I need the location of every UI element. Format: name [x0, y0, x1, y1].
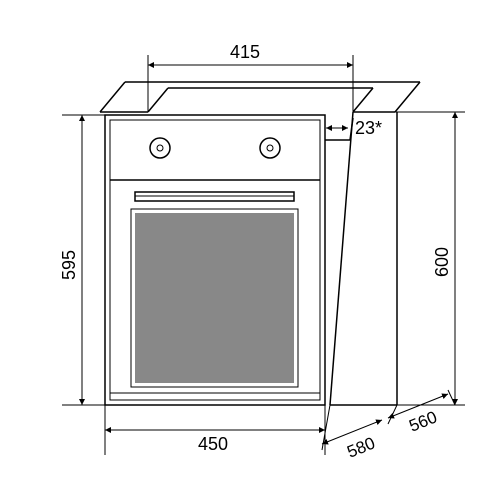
dim-560: 560 [388, 390, 455, 436]
oven-dimension-diagram: 415 23* 595 600 450 580 560 [0, 0, 500, 500]
dim-23: 23* [326, 118, 382, 138]
dim-450: 450 [105, 405, 325, 455]
dim-595-label: 595 [59, 250, 79, 280]
oven-front [105, 115, 325, 405]
knob-right [260, 138, 280, 158]
dim-415-label: 415 [230, 42, 260, 62]
cabinet-side-panel [325, 112, 397, 405]
dim-595: 595 [59, 115, 105, 405]
dim-415: 415 [148, 42, 353, 112]
dim-600-label: 600 [432, 247, 452, 277]
oven-door-glass [135, 213, 294, 383]
dim-23-label: 23* [355, 118, 382, 138]
dim-450-label: 450 [198, 434, 228, 454]
knob-left [150, 138, 170, 158]
dim-580: 580 [322, 405, 382, 462]
dim-600: 600 [397, 112, 465, 405]
dim-560-label: 560 [406, 407, 439, 435]
dim-580-label: 580 [344, 433, 377, 461]
